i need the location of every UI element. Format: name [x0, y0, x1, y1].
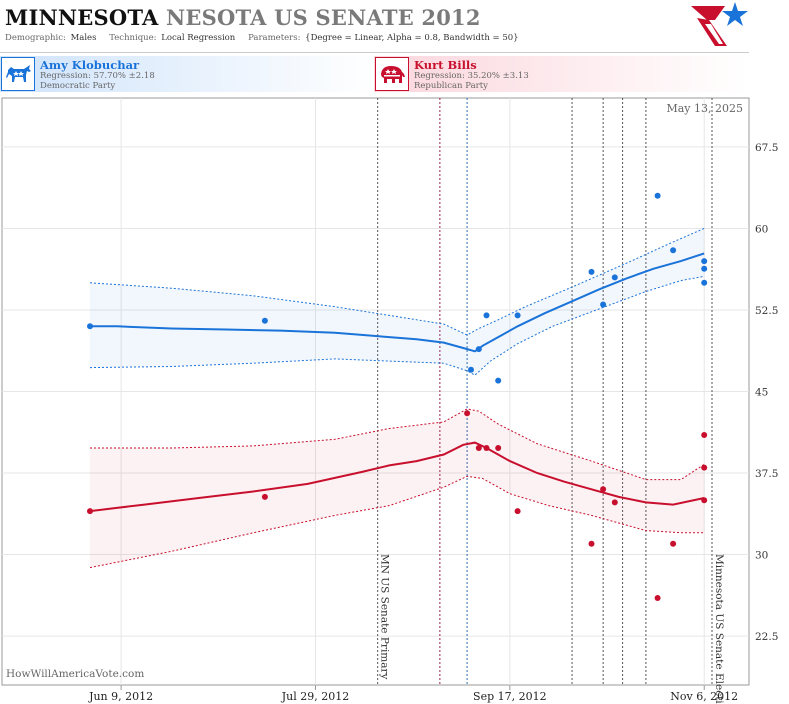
y-tick-label: 60 — [755, 223, 768, 235]
donkey-icon — [1, 57, 35, 91]
y-tick-label: 37.5 — [755, 468, 778, 480]
site-credit: HowWillAmericaVote.com — [6, 668, 144, 680]
stars-stripes-logo-icon — [685, 0, 749, 52]
candidate-name: Amy Klobuchar — [40, 58, 140, 72]
technique-label: Technique: — [109, 33, 157, 43]
dem-poll-point — [261, 317, 268, 324]
dem-poll-point — [514, 312, 521, 319]
rep-confidence-band — [90, 408, 705, 568]
elephant-icon — [375, 57, 409, 91]
x-tick-label: Sep 17, 2012 — [473, 690, 547, 703]
rep-poll-point — [611, 499, 618, 506]
dem-poll-point — [600, 301, 607, 308]
rep-poll-point — [701, 464, 708, 471]
demographic-value: Males — [70, 33, 97, 43]
candidate-name: Kurt Bills — [414, 58, 477, 72]
dem-poll-point — [495, 377, 502, 384]
candidate-card-rep: Kurt Bills Regression: 35.20% ±3.13 Repu… — [374, 56, 749, 92]
event-label: MN US Senate Primary — [379, 554, 391, 680]
dem-upper-bound — [89, 227, 705, 336]
technique-value: Local Regression — [161, 33, 236, 43]
demographic-label: Demographic: — [5, 33, 66, 43]
rep-poll-point — [588, 540, 595, 547]
parameters-label: Parameters: — [248, 33, 301, 43]
rep-upper-bound — [90, 408, 705, 481]
rep-poll-point — [670, 540, 677, 547]
x-tick-label: Nov 6, 2012 — [670, 690, 738, 703]
rep-poll-point — [87, 508, 93, 515]
chart-header: MINNESOTA NESOTA US SENATE 2012 Demograp… — [0, 0, 749, 53]
page-title: MINNESOTA NESOTA US SENATE 2012 — [5, 5, 481, 30]
rep-poll-point — [701, 432, 708, 438]
rep-poll-point — [464, 410, 471, 417]
rep-poll-point — [701, 497, 708, 504]
parameter-line: Demographic: Males Technique: Local Regr… — [5, 33, 521, 43]
dem-confidence-band — [90, 228, 705, 376]
x-tick-label: Jul 29, 2012 — [281, 690, 350, 703]
rep-poll-point — [483, 445, 490, 451]
candidate-card-dem: Amy Klobuchar Regression: 57.70% ±2.18 D… — [0, 56, 375, 92]
dem-poll-point — [588, 268, 595, 275]
y-tick-label: 45 — [755, 387, 768, 399]
event-label: Minnesota US Senate Election — [713, 554, 725, 704]
candidate-party: Republican Party — [414, 81, 488, 91]
y-tick-label: 67.5 — [755, 142, 778, 154]
y-tick-label: 22.5 — [755, 631, 778, 643]
rep-poll-point — [475, 445, 482, 451]
rep-poll-point — [261, 493, 268, 500]
rep-trend-line — [89, 441, 705, 513]
rep-poll-point — [514, 508, 521, 515]
dem-poll-point — [468, 366, 474, 373]
dem-poll-point — [701, 279, 708, 286]
y-tick-label: 30 — [755, 550, 768, 562]
y-tick-label: 52.5 — [755, 305, 778, 317]
date-stamp: May 13, 2025 — [666, 102, 743, 115]
title-state: MINNESOTA — [5, 5, 159, 30]
dem-poll-point — [483, 312, 490, 319]
dem-poll-point — [87, 323, 93, 330]
title-race: NESOTA US SENATE 2012 — [166, 5, 481, 30]
candidate-regression: Regression: 35.20% ±3.13 — [414, 71, 529, 81]
x-tick-label: Jun 9, 2012 — [88, 690, 153, 703]
dem-poll-point — [670, 247, 677, 254]
parameters-value: {Degree = Linear, Alpha = 0.8, Bandwidth… — [305, 33, 519, 43]
chart-area: 22.5 30 37.5 45 52.5 60 67.5 Jun 9, 2012 Jul 29,… — [0, 96, 789, 704]
candidate-regression: Regression: 57.70% ±2.18 — [40, 71, 155, 81]
dem-poll-point — [611, 274, 618, 281]
rep-poll-point — [654, 595, 661, 601]
rep-poll-point — [600, 486, 607, 493]
dem-poll-point — [654, 192, 661, 199]
regression-chart: 22.5 30 37.5 45 52.5 60 67.5 Jun 9, 2012 Jul 29,… — [1, 97, 778, 704]
rep-lower-bound — [89, 475, 705, 569]
candidate-party: Democratic Party — [40, 81, 116, 91]
rep-poll-point — [495, 445, 502, 451]
dem-poll-point — [701, 265, 708, 272]
dem-poll-point — [701, 258, 708, 265]
dem-poll-point — [475, 346, 482, 353]
dem-trend-line — [90, 252, 705, 353]
